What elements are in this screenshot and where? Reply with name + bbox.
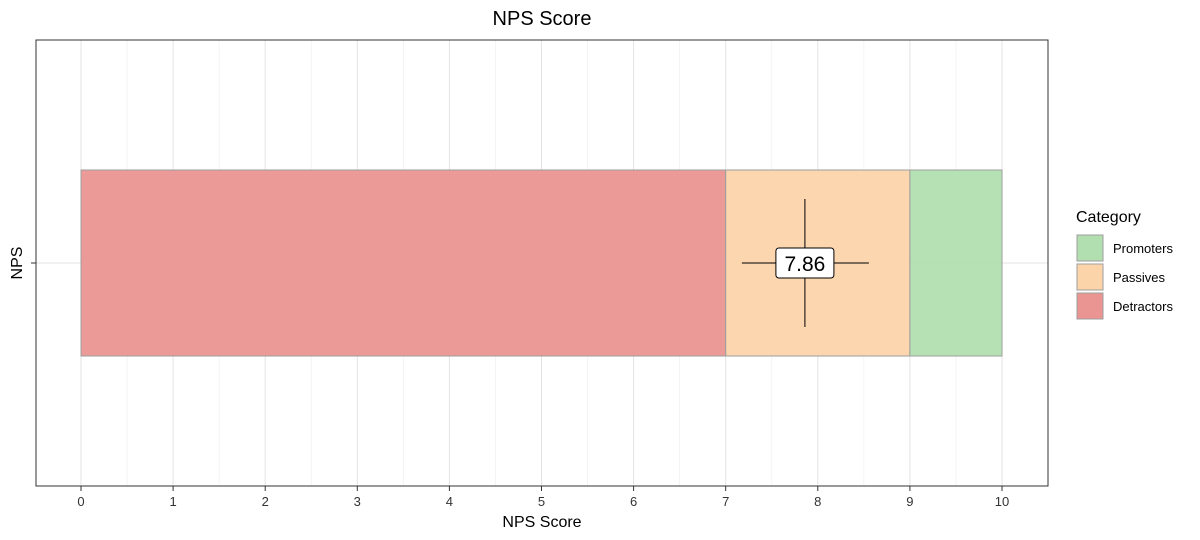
annotation-label: 7.86: [784, 253, 825, 276]
x-tick-label: 0: [77, 494, 84, 509]
y-axis-title: NPS: [9, 247, 26, 280]
legend-label-passives: Passives: [1113, 270, 1166, 285]
x-tick-label: 4: [446, 494, 453, 509]
x-tick-label: 8: [814, 494, 821, 509]
x-tick-label: 5: [538, 494, 545, 509]
annotation-crosshair: 7.86: [741, 199, 869, 327]
x-tick-label: 3: [354, 494, 361, 509]
x-tick-label: 6: [630, 494, 637, 509]
legend-title: Category: [1076, 209, 1141, 226]
bar-segment-detractors: [80, 169, 727, 357]
legend: Category Promoters Passives Detractors: [1076, 209, 1173, 320]
x-tick-label: 9: [906, 494, 913, 509]
bar-segments: [80, 169, 1003, 357]
x-tick-label: 10: [995, 494, 1009, 509]
legend-key-promoters: [1076, 234, 1104, 262]
x-tick-label: 1: [169, 494, 176, 509]
legend-label-promoters: Promoters: [1113, 241, 1173, 256]
legend-key-passives: [1076, 263, 1104, 291]
legend-label-detractors: Detractors: [1113, 299, 1173, 314]
x-tick-label: 7: [722, 494, 729, 509]
legend-key-detractors: [1076, 292, 1104, 320]
chart-title: NPS Score: [493, 8, 592, 30]
bar-segment-promoters: [909, 169, 1003, 357]
annotation-label-box: [775, 247, 835, 279]
x-axis-title: NPS Score: [502, 514, 581, 531]
x-axis: 0 1 2 3 4 5 6 7 8 9 10: [77, 486, 1009, 509]
x-tick-label: 2: [262, 494, 269, 509]
